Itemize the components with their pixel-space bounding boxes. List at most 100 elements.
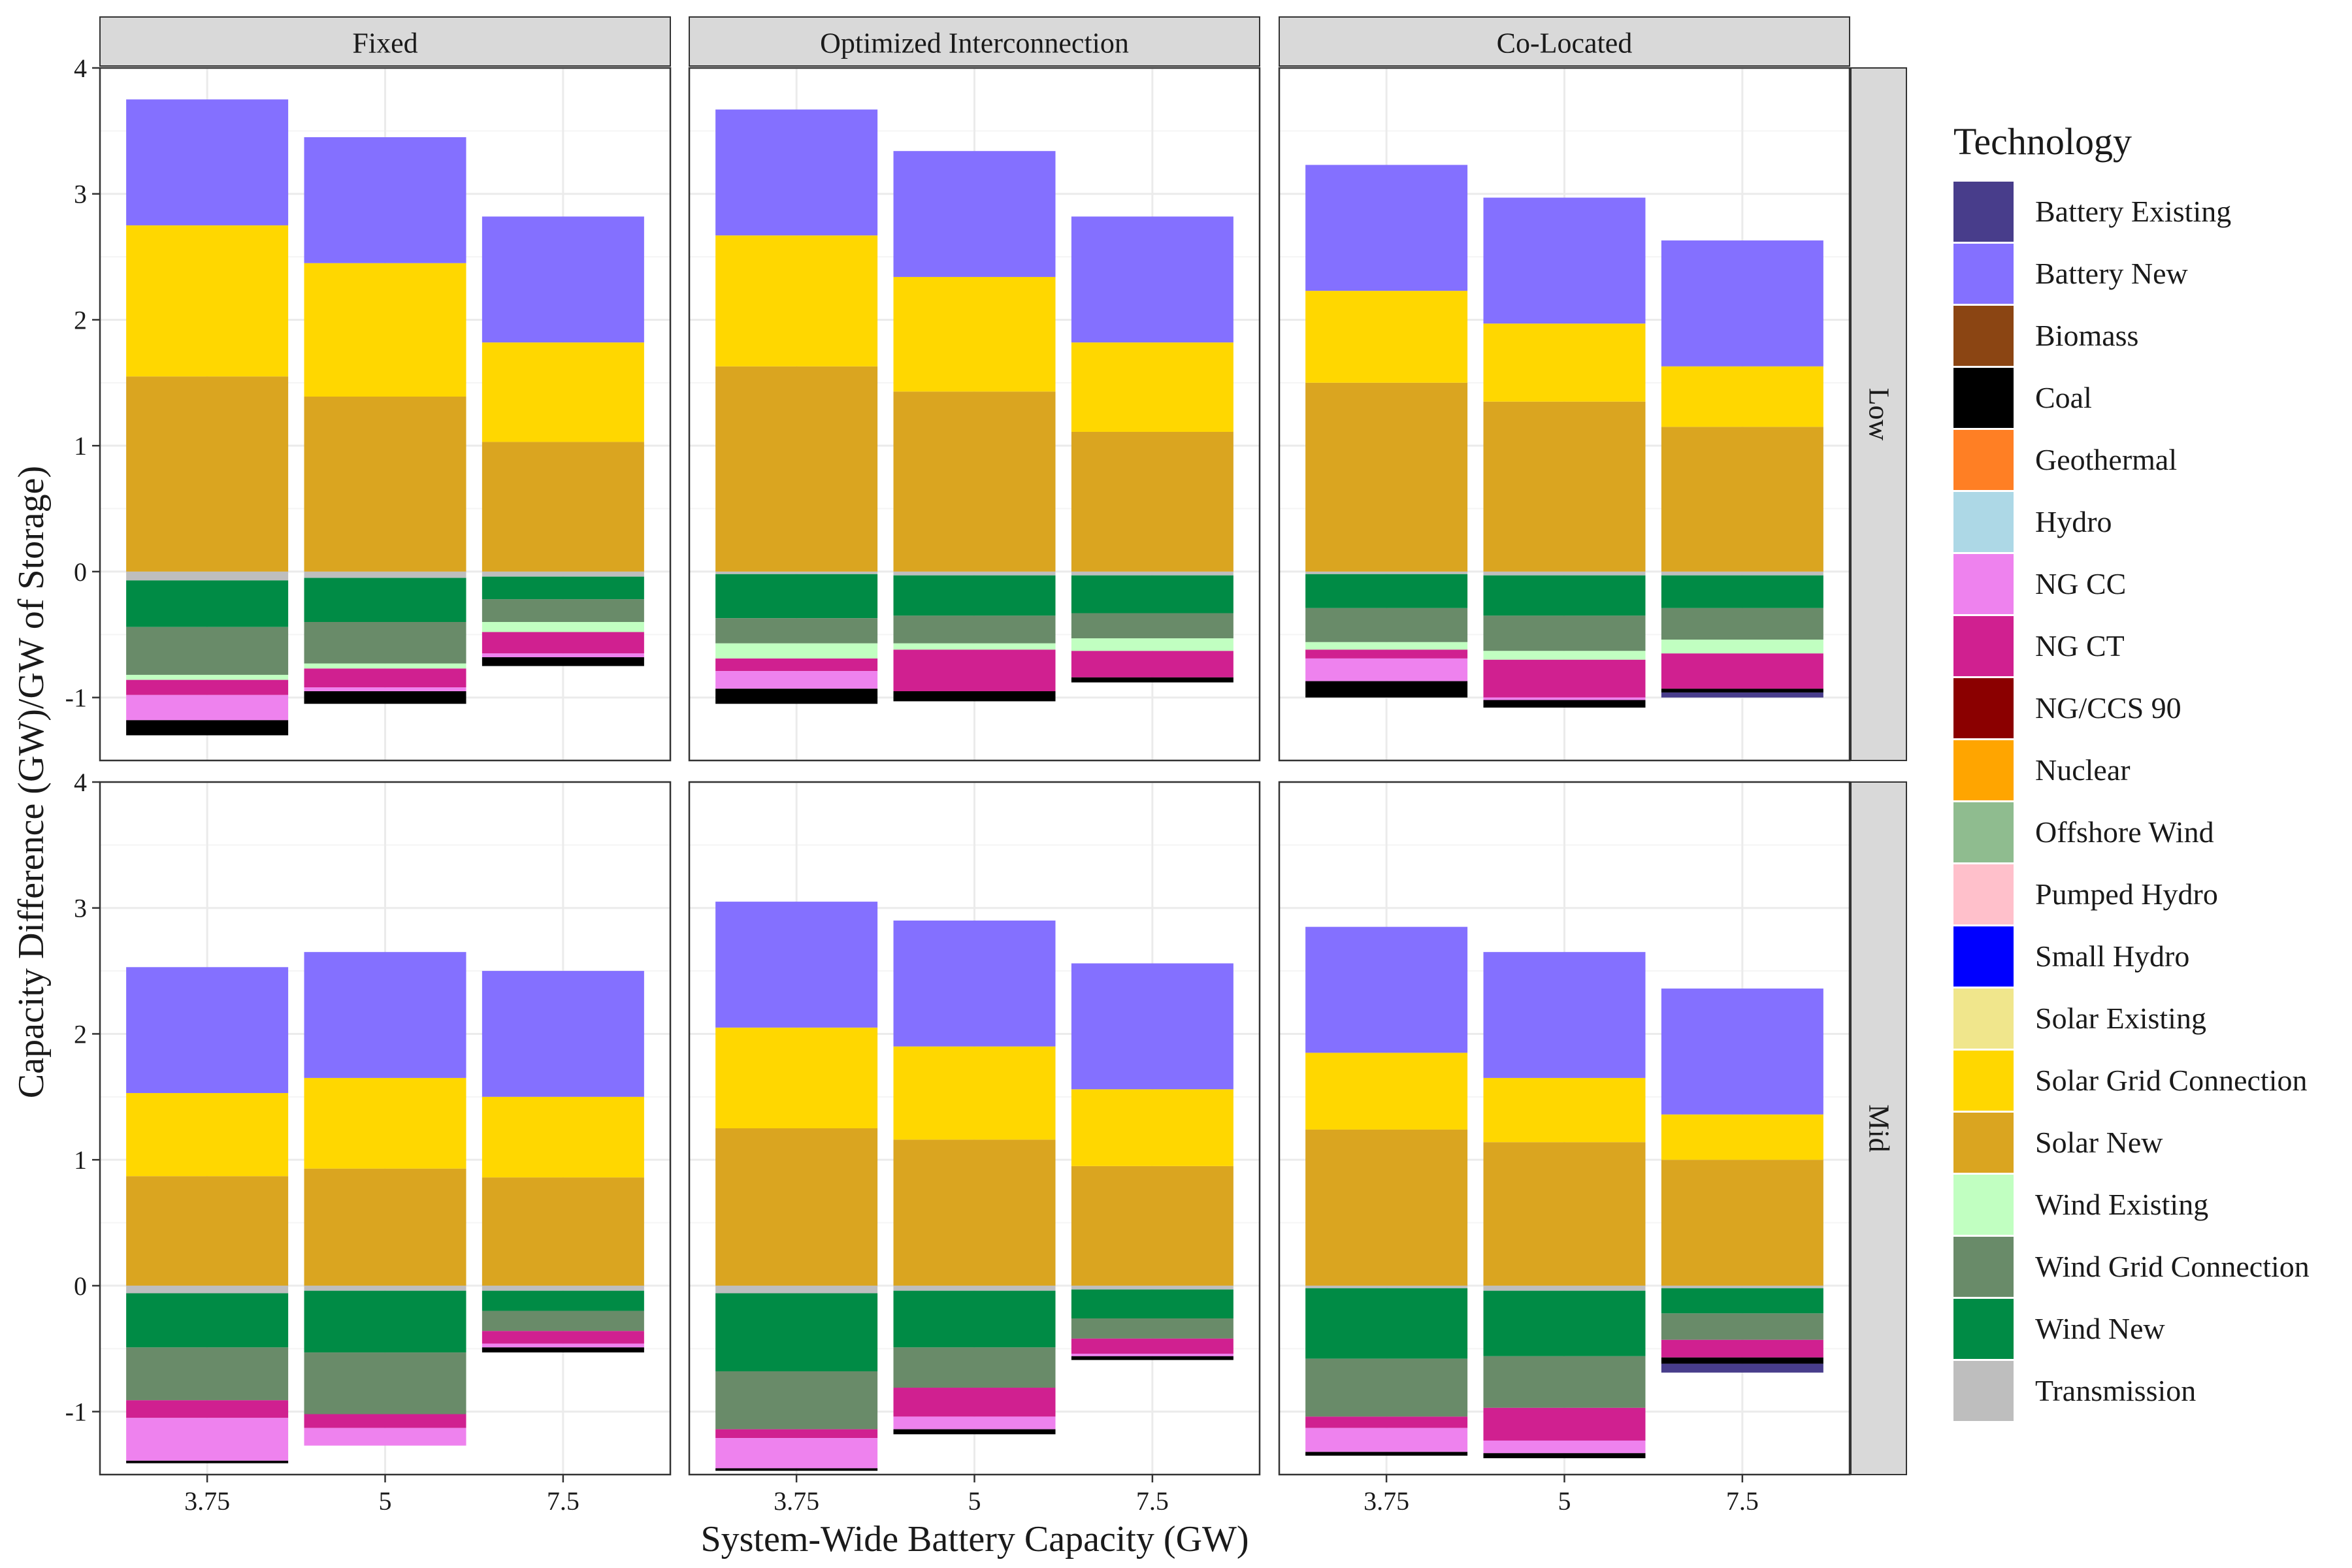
bar-segment-transmission xyxy=(482,571,644,577)
panel-border xyxy=(99,67,672,762)
legend-label: Biomass xyxy=(2035,319,2138,352)
legend-swatch xyxy=(1953,554,2014,614)
panel-fixed-mid xyxy=(99,781,672,1476)
bar-segment-transmission xyxy=(304,1285,466,1291)
bar-segment-ng-cc xyxy=(482,1343,644,1348)
bar-segment-coal xyxy=(482,1347,644,1353)
bar-segment-ng-ct xyxy=(1071,1338,1233,1354)
facet-strip-box xyxy=(1850,781,1907,1475)
bar-segment-solar-grid-connection xyxy=(893,1046,1056,1140)
bar-stack-7-5 xyxy=(1071,963,1233,1360)
facet-strip-label: Co-Located xyxy=(1497,27,1633,59)
y-axis-low: -1 0 1 2 3 4 xyxy=(65,54,100,713)
facet-strip-label: Optimized Interconnection xyxy=(820,27,1129,59)
bar-segment-wind-existing xyxy=(126,674,289,680)
bar-segment-wind-new xyxy=(1661,575,1823,608)
bar-segment-transmission xyxy=(1305,571,1468,574)
legend-label: Hydro xyxy=(2035,505,2112,538)
bar-segment-wind-existing xyxy=(482,622,644,632)
bar-segment-ng-cc xyxy=(1071,1353,1233,1356)
bar-segment-wind-grid-connection xyxy=(715,618,878,644)
legend-label: Solar New xyxy=(2035,1126,2163,1159)
legend-item-ng-ct: NG CT xyxy=(1953,616,2125,676)
bar-segment-solar-grid-connection xyxy=(1661,1114,1823,1160)
legend-item-wind-new: Wind New xyxy=(1953,1299,2165,1359)
bar-segment-coal xyxy=(304,691,466,704)
axes-layer: -1 0 1 2 3 4 -1 0 1 2 3 4 3.75 5 7.5 3.75 5 7.5 3.75 5 7.5 xyxy=(65,54,1759,1516)
bar-segment-battery-new xyxy=(304,137,466,263)
legend-label: NG CC xyxy=(2035,567,2126,600)
panels-layer xyxy=(99,67,1851,1476)
legend-swatch xyxy=(1953,492,2014,552)
bar-segment-transmission xyxy=(126,571,289,581)
legend-label: NG/CCS 90 xyxy=(2035,691,2181,725)
legend-swatch xyxy=(1953,740,2014,800)
bar-segment-ng-ct xyxy=(1483,1407,1646,1441)
bar-segment-wind-new xyxy=(1071,1289,1233,1319)
bar-segment-ng-ct xyxy=(893,649,1056,691)
bar-segment-coal xyxy=(482,657,644,666)
legend-item-biomass: Biomass xyxy=(1953,306,2138,366)
bar-segment-wind-grid-connection xyxy=(304,1352,466,1414)
bar-segment-wind-existing xyxy=(1071,638,1233,651)
y-tick-label: -1 xyxy=(65,683,87,713)
bar-segment-solar-grid-connection xyxy=(1305,291,1468,383)
facet-strip-mid: Mid xyxy=(1850,781,1907,1475)
bar-segment-ng-ct xyxy=(1305,1416,1468,1428)
y-axis-mid: -1 0 1 2 3 4 xyxy=(65,768,100,1427)
x-tick-label: 5 xyxy=(1558,1486,1571,1516)
bar-segment-solar-grid-connection xyxy=(715,1027,878,1128)
legend-swatch xyxy=(1953,988,2014,1049)
bar-segment-battery-new xyxy=(304,952,466,1078)
bar-segment-transmission xyxy=(126,1285,289,1294)
legend-label: Solar Grid Connection xyxy=(2035,1064,2308,1097)
bar-segment-wind-new xyxy=(304,578,466,622)
legend-label: Battery Existing xyxy=(2035,195,2231,228)
bar-segment-battery-new xyxy=(126,967,289,1094)
panel-co-located-mid xyxy=(1278,781,1851,1476)
legend-swatch xyxy=(1953,802,2014,862)
bar-segment-battery-new xyxy=(715,902,878,1028)
bar-segment-battery-existing xyxy=(1661,1364,1823,1373)
bar-segment-wind-existing xyxy=(304,663,466,669)
bar-segment-ng-ct xyxy=(715,1429,878,1439)
bar-segment-coal xyxy=(1305,1452,1468,1456)
bar-stack-3-75 xyxy=(715,109,878,704)
legend-item-offshore-wind: Offshore Wind xyxy=(1953,802,2214,862)
bar-segment-coal xyxy=(1071,677,1233,683)
legend-title: Technology xyxy=(1953,120,2132,163)
y-tick-label: 4 xyxy=(74,768,87,797)
x-tick-label: 7.5 xyxy=(1726,1486,1759,1516)
bar-segment-ng-cc xyxy=(1305,1428,1468,1452)
bar-segment-wind-new xyxy=(304,1290,466,1353)
legend-swatch xyxy=(1953,1237,2014,1297)
bar-segment-solar-new xyxy=(1661,427,1823,572)
bar-segment-solar-grid-connection xyxy=(893,276,1056,392)
bar-segment-ng-ct xyxy=(1661,1339,1823,1358)
legend-label: Pumped Hydro xyxy=(2035,877,2218,911)
bar-segment-wind-new xyxy=(1305,574,1468,608)
bar-segment-transmission xyxy=(1661,1285,1823,1288)
bar-segment-wind-grid-connection xyxy=(715,1371,878,1429)
legend-label: Transmission xyxy=(2035,1374,2196,1407)
panel-optimized-interconnection-low xyxy=(688,67,1261,762)
bar-segment-coal xyxy=(1661,689,1823,693)
x-tick-label: 5 xyxy=(968,1486,981,1516)
bar-segment-wind-grid-connection xyxy=(482,1311,644,1331)
bar-stack-3-75 xyxy=(1305,926,1468,1456)
legend-swatch xyxy=(1953,430,2014,490)
bar-segment-solar-new xyxy=(304,397,466,572)
bar-segment-wind-new xyxy=(715,1293,878,1371)
bar-segment-ng-ct xyxy=(893,1388,1056,1417)
bar-stack-7-5 xyxy=(1661,240,1823,698)
bar-segment-solar-new xyxy=(304,1168,466,1286)
bar-segment-ng-cc xyxy=(1483,697,1646,700)
bar-segment-transmission xyxy=(715,571,878,574)
bar-segment-ng-cc xyxy=(304,1428,466,1446)
bar-segment-ng-ct xyxy=(1483,659,1646,698)
bar-segment-transmission xyxy=(1661,571,1823,576)
bar-segment-solar-grid-connection xyxy=(1305,1053,1468,1130)
bar-segment-wind-grid-connection xyxy=(304,622,466,664)
bar-stack-5 xyxy=(304,137,466,704)
